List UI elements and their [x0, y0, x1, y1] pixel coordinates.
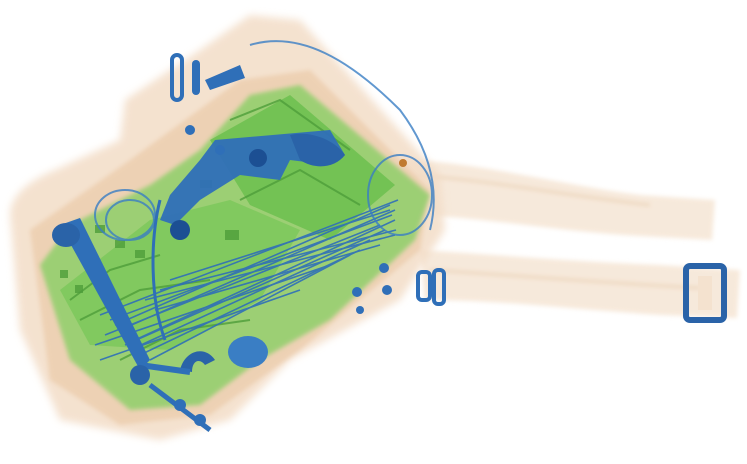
- strap-buckle: [683, 263, 727, 323]
- metal-clips: [130, 53, 446, 432]
- organic-dot: [399, 159, 407, 167]
- shoulder-strap: [400, 160, 740, 318]
- revolver: [151, 130, 345, 341]
- wrench: [52, 218, 215, 375]
- wire-coil: [94, 40, 435, 241]
